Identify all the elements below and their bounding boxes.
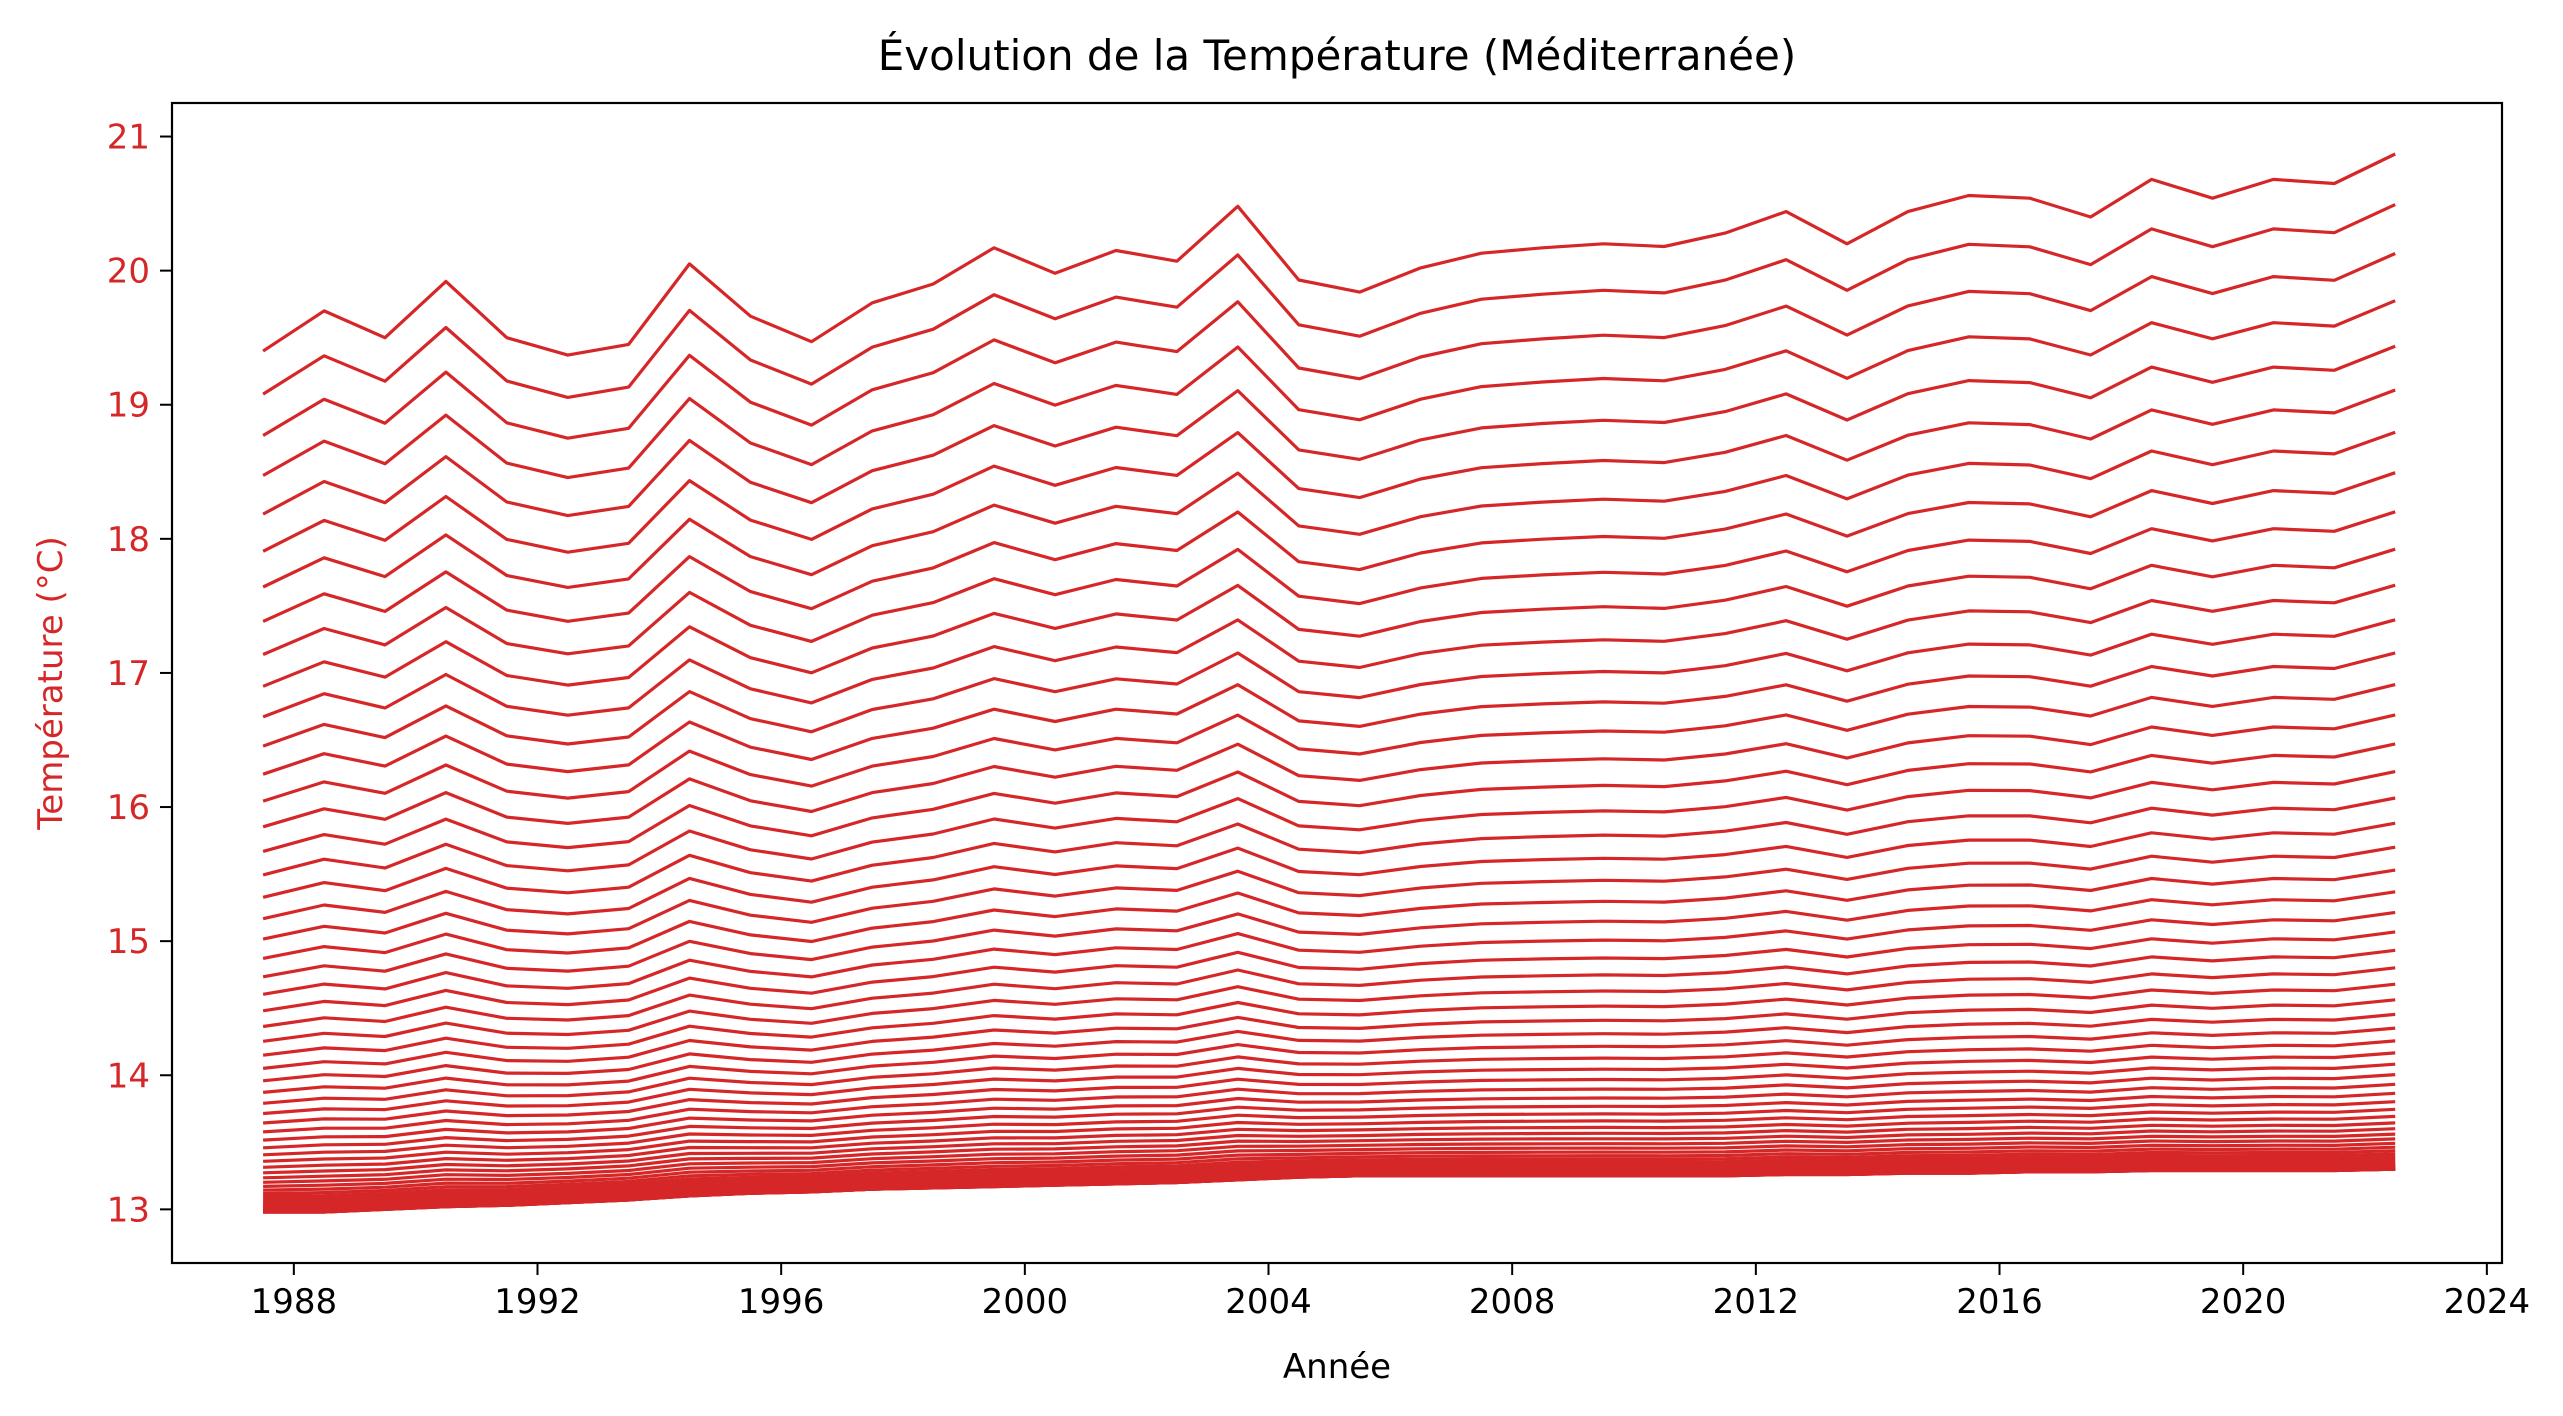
series-line — [263, 1082, 2396, 1142]
series-line — [262, 910, 2396, 996]
series-line — [262, 713, 2396, 829]
series-line — [262, 1026, 2396, 1094]
series-line — [262, 948, 2396, 1029]
x-tick-label: 2016 — [1956, 1282, 2043, 1322]
series-line — [262, 742, 2396, 853]
series-line — [263, 1145, 2396, 1196]
series-line — [262, 966, 2396, 1043]
y-tick-label: 13 — [107, 1190, 150, 1230]
x-tick-label: 2020 — [2200, 1282, 2287, 1322]
x-tick-label: 2012 — [1713, 1282, 1800, 1322]
series-line — [262, 388, 2396, 554]
series-line — [262, 152, 2396, 357]
series-line — [262, 982, 2396, 1057]
series-line — [262, 1051, 2396, 1116]
y-tick-label: 18 — [107, 520, 150, 560]
series-line — [262, 930, 2396, 1013]
y-tick-label: 17 — [107, 654, 150, 694]
series-line — [262, 998, 2396, 1070]
series-line — [263, 1154, 2396, 1203]
x-tick-label: 2004 — [1225, 1282, 1312, 1322]
series-line — [263, 1114, 2396, 1169]
series-line — [263, 1091, 2396, 1150]
series-line — [262, 430, 2396, 589]
series-line — [262, 770, 2396, 877]
x-tick-label: 2008 — [1469, 1282, 1556, 1322]
series-layer — [262, 152, 2396, 1214]
y-axis-label: Température (°C) — [31, 536, 71, 830]
y-tick-label: 14 — [107, 1056, 150, 1096]
series-line — [262, 868, 2396, 960]
series-line — [263, 1149, 2396, 1198]
series-line — [263, 1132, 2396, 1184]
x-axis: 1988 1992 1996 2000 2004 2008 2012 2016 2020 2024 — [251, 1263, 2531, 1322]
y-tick-label: 21 — [107, 118, 150, 158]
series-line — [263, 1107, 2396, 1163]
x-tick-label: 2024 — [2444, 1282, 2531, 1322]
series-line — [263, 1100, 2396, 1157]
series-line — [262, 344, 2396, 518]
series-line — [262, 1062, 2396, 1125]
y-tick-label: 20 — [107, 252, 150, 292]
series-line — [263, 1159, 2396, 1207]
y-tick-label: 16 — [107, 788, 150, 828]
series-line — [262, 547, 2396, 688]
series-line — [263, 1121, 2396, 1175]
series-line — [263, 1073, 2396, 1134]
series-line — [262, 252, 2396, 440]
x-tick-label: 1988 — [251, 1282, 338, 1322]
x-tick-label: 2000 — [982, 1282, 1069, 1322]
chart-title: Évolution de la Température (Méditerrané… — [878, 30, 1797, 80]
series-line — [263, 1141, 2396, 1192]
series-line — [262, 299, 2396, 480]
series-line — [262, 845, 2396, 941]
y-tick-label: 19 — [107, 386, 150, 426]
series-line — [262, 683, 2396, 803]
series-line — [262, 651, 2396, 776]
y-tick-label: 15 — [107, 922, 150, 962]
series-line — [263, 1157, 2396, 1205]
x-tick-label: 1996 — [738, 1282, 825, 1322]
series-line — [262, 203, 2396, 399]
series-line — [263, 1152, 2396, 1201]
x-axis-label: Année — [1283, 1347, 1391, 1387]
series-line — [263, 1127, 2396, 1180]
series-line — [262, 1012, 2396, 1083]
y-axis: 13 14 15 16 17 18 19 20 21 — [107, 118, 172, 1230]
series-line — [262, 1039, 2396, 1105]
series-line — [262, 890, 2396, 979]
series-line — [262, 618, 2396, 748]
plot-frame — [170, 101, 2504, 1265]
series-line — [262, 821, 2396, 921]
x-tick-label: 1992 — [494, 1282, 581, 1322]
series-line — [262, 583, 2396, 719]
series-line — [263, 1137, 2396, 1188]
series-line — [262, 471, 2396, 623]
series-line — [262, 796, 2396, 899]
series-line — [262, 510, 2396, 656]
